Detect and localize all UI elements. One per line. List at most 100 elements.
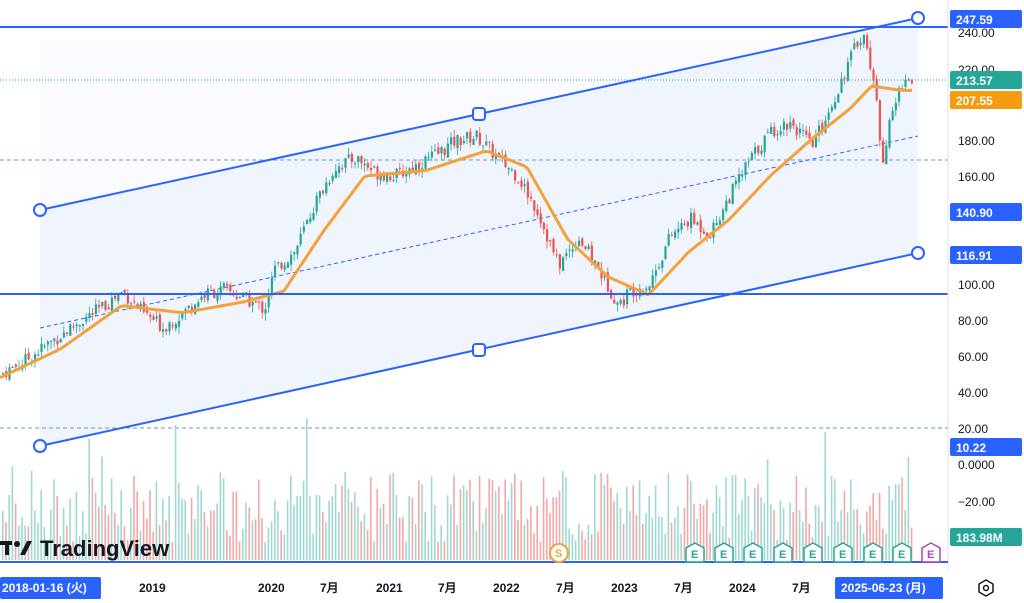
earnings-marker[interactable]: E — [803, 542, 823, 563]
candle-body — [312, 212, 315, 220]
candle-body — [648, 286, 651, 291]
volume-bar — [616, 492, 618, 560]
candle-body — [430, 151, 433, 158]
earnings-marker-label: E — [720, 549, 727, 561]
candle-body — [661, 260, 664, 268]
volume-bar — [210, 510, 212, 560]
volume-bar — [395, 494, 398, 560]
volume-bar — [427, 540, 430, 560]
volume-bar — [267, 527, 270, 560]
candle-body — [696, 222, 699, 225]
volume-tick-minus20: −20.00 — [958, 495, 995, 509]
volume-bar — [475, 531, 478, 560]
candle-body — [75, 324, 78, 327]
channel-handle-upper-right[interactable] — [911, 11, 925, 25]
volume-bar — [14, 503, 17, 560]
channel-handle-upper-mid[interactable] — [472, 107, 486, 121]
earnings-marker[interactable]: E — [863, 542, 883, 563]
earnings-marker[interactable]: E — [714, 542, 734, 563]
range-start-label: 2018-01-16 (火) — [0, 577, 101, 599]
volume-bar — [670, 522, 673, 560]
candle-body — [59, 339, 62, 343]
volume-bar — [302, 480, 305, 560]
volume-bar — [286, 500, 289, 560]
candle-body — [50, 340, 53, 342]
dividend-marker-label: S — [555, 548, 562, 560]
candle-body — [392, 180, 395, 182]
time-tick-2020-jul: 7月 — [320, 581, 339, 595]
price-tick-240: 240.00 — [958, 26, 995, 40]
badge-channel-right: 116.91 — [950, 246, 1022, 264]
volume-bar — [187, 533, 190, 560]
earnings-marker[interactable]: E — [833, 542, 853, 563]
candle-body — [488, 141, 491, 143]
candle-body — [520, 180, 523, 187]
volume-bar — [104, 505, 106, 560]
volume-bar — [274, 500, 276, 560]
volume-bar — [638, 480, 641, 560]
candle-body — [779, 131, 782, 135]
candle-body — [62, 332, 65, 338]
volume-bar — [328, 500, 330, 560]
candle-body — [334, 170, 337, 178]
candle-body — [114, 295, 117, 299]
volume-bar — [619, 507, 622, 560]
earnings-marker[interactable]: E — [743, 542, 763, 563]
candle-body — [354, 163, 357, 165]
dividend-marker[interactable]: S — [549, 543, 569, 563]
channel-handle-upper-left[interactable] — [33, 203, 47, 217]
channel-handle-lower-left[interactable] — [33, 439, 47, 453]
volume-bar — [146, 518, 148, 560]
candle-body — [37, 354, 40, 356]
candle-body — [555, 254, 558, 256]
volume-bar — [270, 521, 273, 560]
candle-body — [552, 239, 555, 253]
volume-bar — [834, 479, 836, 560]
earnings-marker-label: E — [839, 549, 846, 561]
candle-body — [443, 148, 446, 155]
volume-bar — [392, 472, 394, 560]
candle-body — [814, 136, 817, 148]
candle-body — [584, 246, 587, 250]
candle-body — [472, 139, 475, 145]
candle-body — [366, 163, 369, 168]
volume-bar — [306, 418, 308, 560]
volume-bar — [878, 492, 881, 560]
candle-body — [766, 132, 769, 134]
volume-bar — [126, 539, 129, 560]
candle-body — [891, 110, 894, 121]
time-axis[interactable] — [0, 570, 948, 603]
candle-body — [571, 249, 574, 252]
volume-bar — [213, 510, 215, 560]
candle-body — [866, 35, 869, 49]
volume-bar — [894, 484, 897, 560]
candle-body — [747, 161, 750, 163]
volume-bar — [318, 495, 321, 560]
volume-bar — [341, 485, 343, 560]
volume-bar — [299, 495, 302, 560]
volume-bar — [840, 509, 842, 560]
channel-handle-lower-right[interactable] — [911, 246, 925, 260]
candle-body — [427, 157, 430, 159]
candle-body — [34, 354, 37, 362]
channel-handle-lower-mid[interactable] — [472, 343, 486, 357]
candle-body — [846, 61, 849, 81]
candle-body — [453, 136, 456, 146]
candle-body — [910, 79, 913, 84]
candle-body — [658, 267, 661, 269]
volume-bar — [498, 486, 500, 560]
volume-bar — [587, 524, 590, 560]
time-tick-2023-jul: 7月 — [674, 581, 693, 595]
candle-body — [901, 88, 904, 90]
earnings-marker-upcoming[interactable]: E — [921, 542, 941, 563]
volume-bar — [677, 506, 679, 560]
chart-settings-icon[interactable] — [978, 579, 994, 597]
candle-body — [258, 301, 261, 303]
earnings-marker[interactable]: E — [685, 542, 705, 563]
candle-body — [683, 223, 686, 225]
tradingview-logo[interactable]: TradingView — [0, 536, 170, 561]
earnings-marker[interactable]: E — [773, 542, 793, 563]
earnings-marker[interactable]: E — [892, 542, 912, 563]
